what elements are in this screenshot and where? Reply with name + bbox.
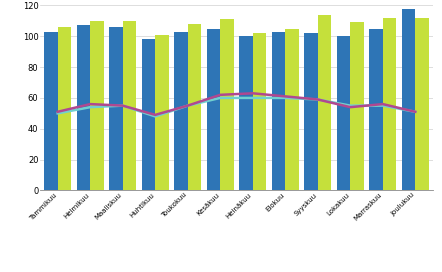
Käyttöaste (%) 2018 <box>250 96 255 100</box>
Line: Käyttöaste (%) 2019: Käyttöaste (%) 2019 <box>57 93 415 115</box>
Käyttöaste (%) 2019 <box>217 93 223 97</box>
Käyttöaste (%) 2019 <box>250 92 255 95</box>
Bar <box>188 24 202 190</box>
Bar <box>57 27 71 190</box>
Bar <box>44 32 57 190</box>
Bar <box>304 33 318 190</box>
Bar <box>109 27 123 190</box>
Käyttöaste (%) 2018 <box>315 98 320 101</box>
Bar <box>174 32 188 190</box>
Käyttöaste (%) 2018 <box>152 115 158 118</box>
Käyttöaste (%) 2019 <box>152 113 158 116</box>
Bar <box>369 29 383 190</box>
Käyttöaste (%) 2019 <box>315 98 320 101</box>
Käyttöaste (%) 2019 <box>55 110 60 113</box>
Bar <box>90 21 104 190</box>
Käyttöaste (%) 2018 <box>347 104 353 107</box>
Bar <box>402 8 415 190</box>
Bar <box>220 19 234 190</box>
Bar <box>123 21 136 190</box>
Bar <box>253 33 267 190</box>
Bar <box>141 39 155 190</box>
Käyttöaste (%) 2019 <box>282 95 288 98</box>
Käyttöaste (%) 2018 <box>185 104 191 107</box>
Bar <box>383 18 396 190</box>
Käyttöaste (%) 2019 <box>88 103 93 106</box>
Bar <box>318 15 332 190</box>
Käyttöaste (%) 2018 <box>380 104 385 107</box>
Käyttöaste (%) 2018 <box>55 112 60 115</box>
Käyttöaste (%) 2018 <box>413 110 418 113</box>
Bar <box>155 35 169 190</box>
Bar <box>337 36 350 190</box>
Käyttöaste (%) 2019 <box>413 110 418 113</box>
Bar <box>271 32 285 190</box>
Käyttöaste (%) 2018 <box>282 96 288 100</box>
Käyttöaste (%) 2019 <box>347 106 353 109</box>
Käyttöaste (%) 2019 <box>380 103 385 106</box>
Bar <box>285 29 299 190</box>
Käyttöaste (%) 2019 <box>185 104 191 107</box>
Käyttöaste (%) 2018 <box>120 104 126 107</box>
Bar <box>206 29 220 190</box>
Bar <box>415 18 429 190</box>
Käyttöaste (%) 2018 <box>217 96 223 100</box>
Bar <box>239 36 253 190</box>
Bar <box>76 26 90 190</box>
Käyttöaste (%) 2018 <box>88 106 93 109</box>
Bar <box>350 22 364 190</box>
Line: Käyttöaste (%) 2018: Käyttöaste (%) 2018 <box>57 98 415 116</box>
Käyttöaste (%) 2019 <box>120 104 126 107</box>
